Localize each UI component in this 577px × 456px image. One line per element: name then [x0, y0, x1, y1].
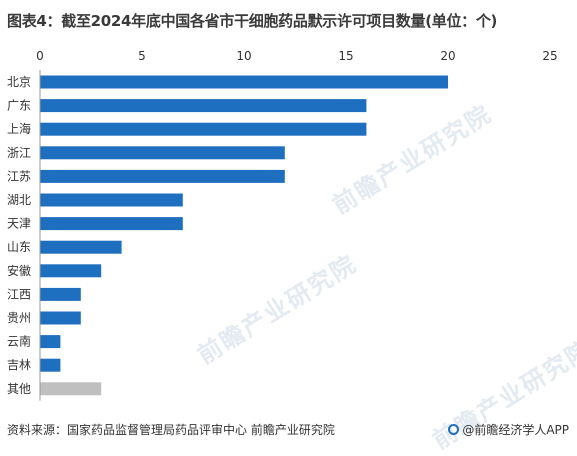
- category-label: 其他: [7, 382, 31, 396]
- x-tick-label: 25: [542, 49, 557, 63]
- bar: [40, 75, 448, 89]
- x-tick-label: 5: [138, 49, 146, 63]
- bar: [40, 358, 61, 372]
- brand-logo-icon: [448, 424, 460, 435]
- category-label: 安徽: [7, 263, 31, 278]
- category-label: 湖北: [7, 192, 31, 207]
- category-label: 云南: [7, 334, 31, 349]
- chart-title: 图表4：截至2024年底中国各省市干细胞药品默示许可项目数量(单位：个): [7, 12, 498, 30]
- x-tick-label: 15: [338, 49, 353, 63]
- bar: [40, 287, 81, 301]
- category-label: 吉林: [7, 358, 31, 372]
- category-label: 北京: [7, 75, 31, 89]
- category-label: 山东: [7, 240, 31, 254]
- category-label: 江苏: [7, 169, 31, 183]
- bar: [40, 193, 183, 207]
- category-label: 广东: [7, 99, 31, 113]
- source-note: 资料来源：国家药品监督管理局药品评审中心 前瞻产业研究院: [7, 423, 335, 437]
- bar: [40, 382, 102, 396]
- x-tick-label: 0: [36, 49, 44, 63]
- bar: [40, 146, 285, 160]
- brand-label: @前瞻经济学人APP: [462, 423, 569, 437]
- bar: [40, 217, 183, 231]
- bar: [40, 311, 81, 325]
- bar: [40, 169, 285, 183]
- bar: [40, 99, 367, 113]
- brand-credit: @前瞻经济学人APP: [448, 421, 569, 438]
- category-label: 天津: [7, 217, 31, 231]
- bar: [40, 122, 367, 136]
- category-label: 上海: [7, 121, 31, 136]
- bar: [40, 240, 122, 254]
- x-tick-label: 20: [440, 49, 455, 63]
- x-tick-label: 10: [236, 49, 251, 63]
- category-label: 江西: [7, 287, 31, 301]
- bar: [40, 335, 61, 349]
- bar: [40, 264, 102, 278]
- category-label: 贵州: [7, 311, 31, 325]
- category-label: 浙江: [7, 146, 31, 160]
